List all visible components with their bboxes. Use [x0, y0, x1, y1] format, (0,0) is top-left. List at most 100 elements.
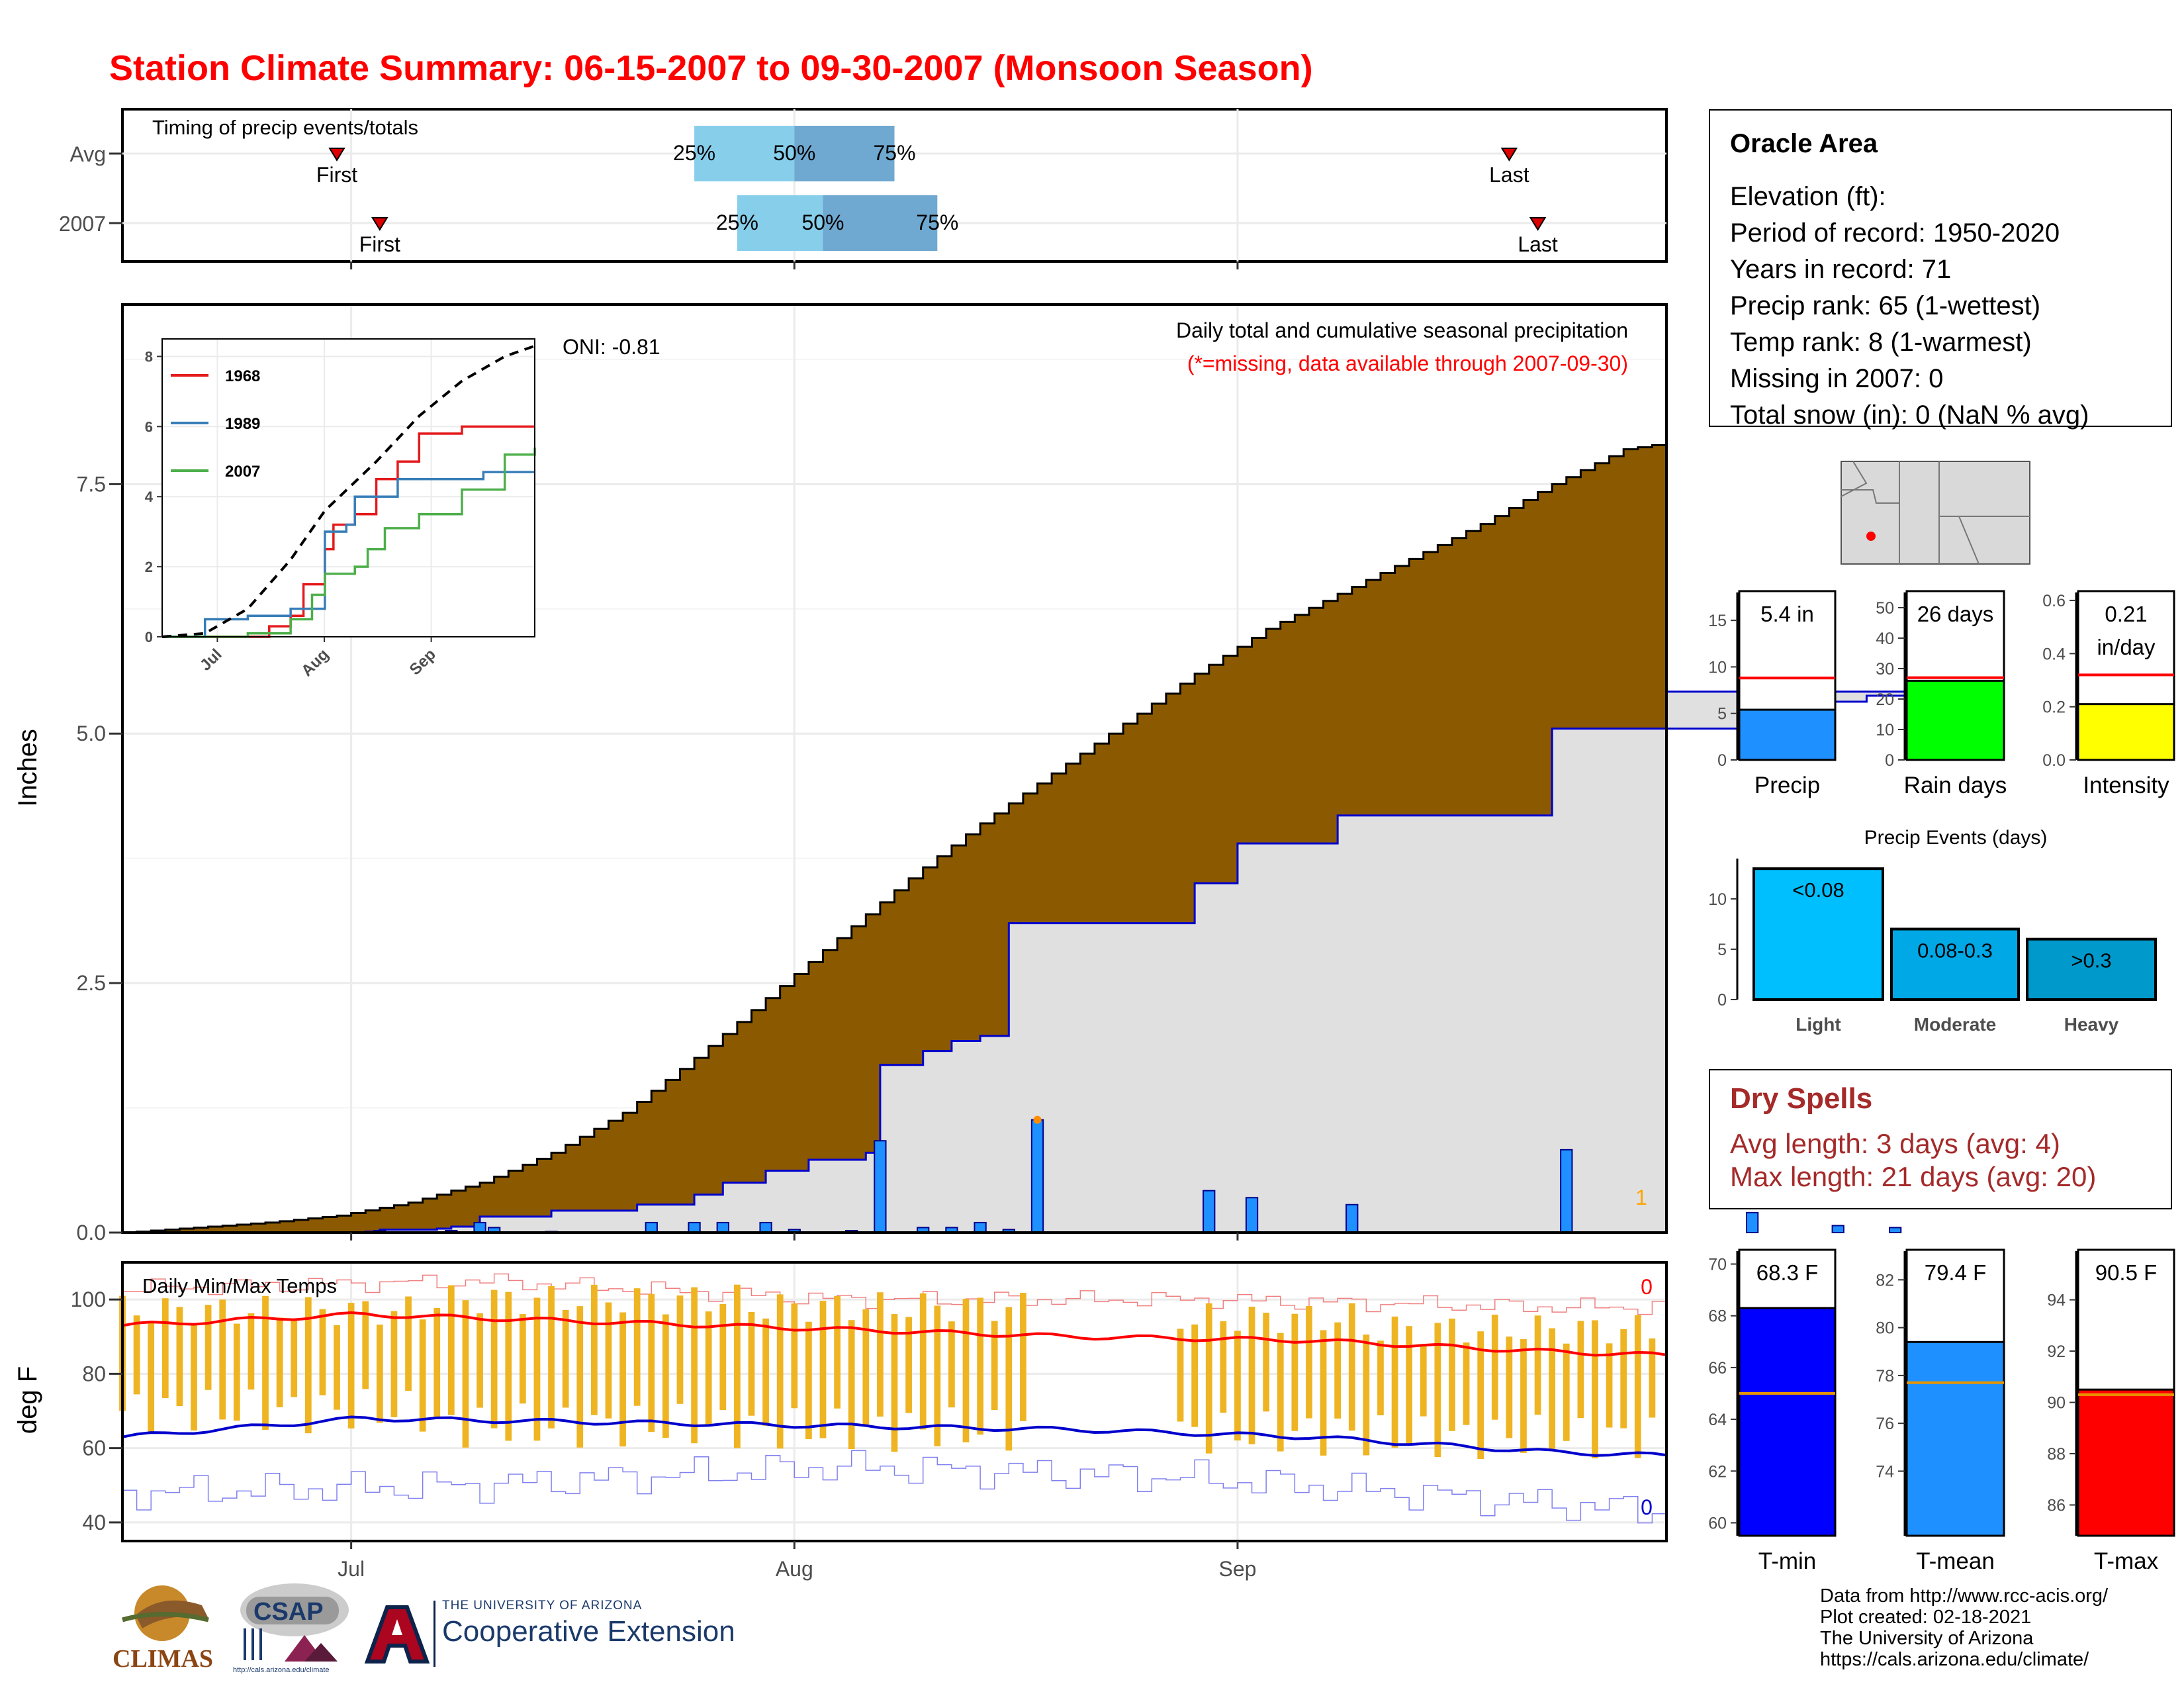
timing-iqr-lower-bar — [694, 126, 795, 181]
inset-legend-label: 1989 — [225, 415, 260, 433]
temps-daily-range-bar — [219, 1299, 226, 1420]
temps-title: Daily Min/Max Temps — [142, 1274, 337, 1297]
temps-daily-range-bar — [1291, 1313, 1298, 1431]
temps-daily-range-bar — [834, 1295, 841, 1409]
summary-ytick-label: 30 — [1876, 660, 1894, 679]
precip-daily-bar — [688, 1221, 701, 1233]
temps-daily-range-bar — [877, 1292, 884, 1417]
precip-ytick-label: 2.5 — [77, 971, 106, 995]
temps-daily-range-bar — [948, 1321, 955, 1408]
precip-obs-cumulative-area — [122, 691, 1953, 1233]
timing-first-marker — [371, 217, 388, 231]
summary-ytick-label: 94 — [2047, 1291, 2066, 1310]
precip-ytick-label: 0.0 — [77, 1221, 106, 1244]
temps-daily-range-bar — [1020, 1293, 1026, 1421]
precip-daily-bar — [716, 1221, 729, 1233]
csap-url: http://cals.arizona.edu/climate — [233, 1666, 330, 1674]
temps-daily-range-bar — [1649, 1338, 1656, 1418]
credit-url: https://cals.arizona.edu/climate/ — [1820, 1649, 2089, 1670]
temps-daily-range-bar — [1491, 1314, 1498, 1420]
inset-frame — [161, 338, 535, 637]
temps-daily-range-bar — [1191, 1324, 1198, 1427]
precip-corner-count: 1 — [1635, 1186, 1647, 1209]
temps-daily-range-bar — [776, 1294, 784, 1449]
temps-daily-range-bar — [662, 1314, 669, 1438]
temps-daily-range-bar — [1234, 1331, 1241, 1441]
summary-ytick-label: 74 — [1876, 1462, 1894, 1481]
inset-series-line-avg — [161, 344, 535, 638]
temps-corner-min: 0 — [1641, 1495, 1653, 1519]
temps-daily-range-bar — [905, 1317, 912, 1413]
summary-ytick-label: 86 — [2047, 1497, 2066, 1515]
temps-daily-range-bar — [748, 1312, 755, 1416]
temps-daily-range-bar — [762, 1318, 769, 1426]
summary-ytick-label: 70 — [1708, 1256, 1727, 1274]
summary-ytick-label: 76 — [1876, 1415, 1894, 1433]
temps-avg-max-line — [122, 1311, 1667, 1357]
summary-ytick-label: 15 — [1708, 612, 1727, 630]
temps-daily-range-bar — [233, 1323, 240, 1421]
temps-daily-range-bar — [1463, 1342, 1470, 1425]
precip-daily-bar — [1888, 1227, 1902, 1234]
summary-ytick-label: 5 — [1717, 705, 1727, 724]
temps-daily-range-bar — [1277, 1333, 1284, 1452]
summary-ytick-label: 0.4 — [2042, 645, 2066, 663]
summary-ytick-label: 90 — [2047, 1394, 2066, 1413]
summary-ytick-label: 50 — [1876, 599, 1894, 618]
temps-daily-range-bar — [605, 1302, 612, 1419]
temps-daily-range-bar — [191, 1325, 197, 1431]
temps-daily-range-bar — [1577, 1321, 1584, 1419]
precip-daily-bar — [1745, 1211, 1759, 1234]
temps-daily-range-bar — [419, 1319, 426, 1432]
temps-ylabel: deg F — [13, 1366, 42, 1434]
temps-daily-range-bar — [1534, 1315, 1541, 1415]
dry-spells-box: Dry Spells Avg length: 3 days (avg: 4) M… — [1709, 1069, 2172, 1209]
temps-xtick-label: Aug — [776, 1557, 813, 1581]
timing-row-label: Avg — [69, 142, 106, 166]
temps-ytick-label: 100 — [71, 1288, 106, 1311]
precip-events-ytick-label: 5 — [1717, 941, 1727, 959]
timing-last-label: Last — [1489, 163, 1529, 187]
timing-p25-label: 25% — [673, 141, 715, 165]
page-title: Station Climate Summary: 06-15-2007 to 0… — [109, 48, 1313, 88]
temps-daily-range-bar — [1005, 1307, 1013, 1451]
temps-daily-range-bar — [1348, 1303, 1355, 1431]
temps-daily-range-bar — [133, 1315, 140, 1395]
temps-daily-range-bar — [734, 1284, 741, 1448]
temps-daily-range-bar — [1205, 1303, 1212, 1454]
temps-daily-range-bar — [1606, 1343, 1613, 1428]
summary-category-label: Rain days — [1904, 773, 2007, 798]
temps-daily-range-bar — [1334, 1322, 1342, 1419]
summary-ytick-label: 20 — [1876, 690, 1894, 709]
temps-daily-range-bar — [1634, 1315, 1641, 1458]
temps-daily-range-bar — [548, 1286, 555, 1429]
station-info-box: Oracle Area Elevation (ft): Period of re… — [1709, 109, 2172, 430]
temps-avg-min-line — [122, 1415, 1667, 1457]
precip-avg-cumulative-area — [122, 443, 1953, 1233]
temps-daily-range-bar — [648, 1293, 655, 1432]
temps-daily-range-bar — [1363, 1335, 1370, 1456]
precip-daily-bar — [1203, 1190, 1216, 1233]
timing-p25-label: 25% — [716, 211, 758, 234]
inset-series-line-1989 — [162, 471, 535, 638]
precip-events-bar-heavy — [2026, 937, 2157, 1001]
station-elevation: Elevation (ft): — [1730, 182, 1886, 211]
temps-daily-range-bar — [791, 1303, 798, 1409]
temps-daily-range-bar — [934, 1305, 941, 1446]
timing-p50-label: 50% — [801, 211, 844, 234]
temps-daily-range-bar — [848, 1320, 855, 1449]
temps-daily-range-bar — [919, 1293, 927, 1430]
temps-daily-range-bar — [477, 1313, 483, 1408]
temps-daily-range-bar — [291, 1321, 298, 1397]
precip-events-bar-moderate — [1890, 927, 2020, 1001]
summary-bar-tmean — [1905, 1340, 2005, 1537]
summary-bar-intensity — [2077, 703, 2175, 761]
station-name: Oracle Area — [1730, 129, 1878, 158]
temps-daily-range-bar — [676, 1295, 684, 1404]
dry-spells-avg: Avg length: 3 days (avg: 4) — [1730, 1128, 2060, 1159]
temps-record-max-line — [122, 1273, 1667, 1315]
inset-ytick-label: 0 — [145, 629, 153, 645]
inset-series-line-2007 — [162, 447, 536, 638]
summary-ytick-label: 68 — [1708, 1307, 1727, 1326]
temps-daily-range-bar — [505, 1291, 512, 1441]
